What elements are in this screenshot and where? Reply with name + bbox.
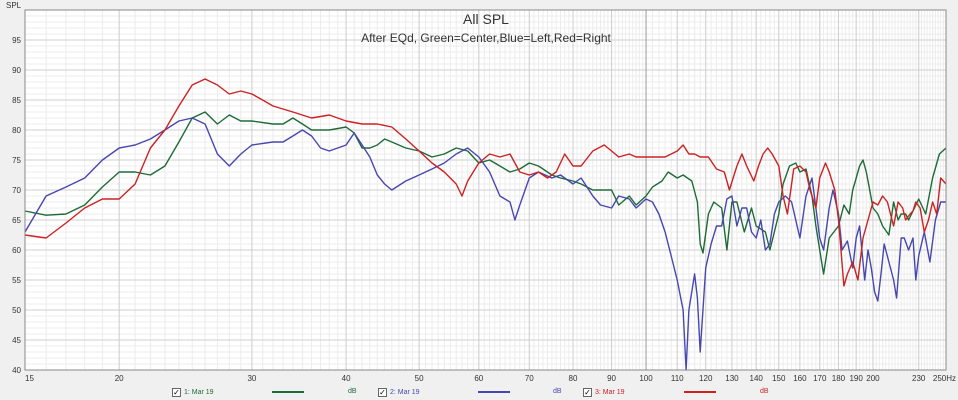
y-tick-label: 50	[12, 306, 21, 315]
x-tick-labels: 15 20 30 40 50 60 70 80 90 100 110 120 130 140 150 160 1…	[25, 374, 956, 383]
legend-item-2[interactable]: ✓ 2: Mar 19	[378, 384, 420, 400]
y-tick-label: 80	[12, 126, 21, 135]
x-tick-label: 15	[25, 374, 34, 383]
x-tick-label: 200	[866, 374, 880, 383]
y-tick-label: 45	[12, 336, 21, 345]
y-tick-label: 85	[12, 96, 21, 105]
major-grid	[24, 10, 947, 371]
series-line-2	[24, 117, 946, 371]
chart-title: All SPL	[463, 11, 509, 27]
x-tick-label: 50	[415, 374, 424, 383]
x-tick-label: 250Hz	[933, 374, 956, 383]
x-tick-label: 140	[750, 374, 764, 383]
x-tick-label: 230	[912, 374, 926, 383]
x-tick-label: 30	[247, 374, 256, 383]
plot-border	[24, 9, 947, 371]
x-tick-label: 100	[639, 374, 653, 383]
chart-subtitle: After EQd, Green=Center,Blue=Left,Red=Ri…	[361, 31, 611, 45]
legend-label-3: 3: Mar 19	[595, 388, 625, 396]
x-tick-label: 150	[772, 374, 786, 383]
legend-unit-3: dB	[760, 388, 769, 395]
legend-swatch-1	[272, 391, 304, 393]
x-tick-label: 80	[569, 374, 578, 383]
legend-item-3[interactable]: ✓ 3: Mar 19	[583, 384, 625, 400]
y-tick-label: 90	[12, 66, 21, 75]
y-tick-label: 60	[12, 246, 21, 255]
x-tick-label: 20	[115, 374, 124, 383]
x-tick-label: 160	[793, 374, 807, 383]
y-tick-label: 75	[12, 156, 21, 165]
legend-item-1[interactable]: ✓ 1: Mar 19	[172, 384, 214, 400]
x-tick-label: 90	[607, 374, 616, 383]
x-tick-label: 60	[474, 374, 483, 383]
legend-unit-2: dB	[553, 388, 562, 395]
y-tick-label: 95	[12, 36, 21, 45]
x-tick-label: 70	[525, 374, 534, 383]
y-tick-label: 55	[12, 276, 21, 285]
legend-swatch-3	[684, 391, 716, 393]
series-line-3	[24, 78, 947, 287]
x-tick-label: 130	[725, 374, 739, 383]
y-tick-label: 70	[12, 186, 21, 195]
legend-checkbox-3[interactable]: ✓	[583, 387, 592, 397]
x-tick-label: 40	[342, 374, 351, 383]
series-line-1	[24, 111, 947, 275]
y-axis-label: SPL	[6, 1, 22, 10]
y-tick-labels: 40 45 50 55 60 65 70 75 80 85 90 95	[12, 36, 21, 375]
legend-checkbox-1[interactable]: ✓	[172, 387, 181, 397]
legend-label-1: 1: Mar 19	[184, 388, 214, 396]
legend-swatch-2	[478, 391, 510, 393]
x-tick-label: 190	[849, 374, 863, 383]
legend-checkbox-2[interactable]: ✓	[378, 387, 387, 397]
x-tick-label: 180	[832, 374, 846, 383]
x-tick-label: 170	[813, 374, 827, 383]
legend: ✓ 1: Mar 19 dB ✓ 2: Mar 19 dB ✓ 3: Mar 1…	[0, 384, 958, 400]
x-tick-label: 110	[671, 374, 684, 383]
x-tick-label: 120	[699, 374, 713, 383]
y-tick-label: 40	[12, 366, 21, 375]
legend-label-2: 2: Mar 19	[390, 388, 420, 396]
legend-unit-1: dB	[348, 388, 357, 395]
series-layer	[24, 78, 947, 371]
y-tick-label: 65	[12, 216, 21, 225]
